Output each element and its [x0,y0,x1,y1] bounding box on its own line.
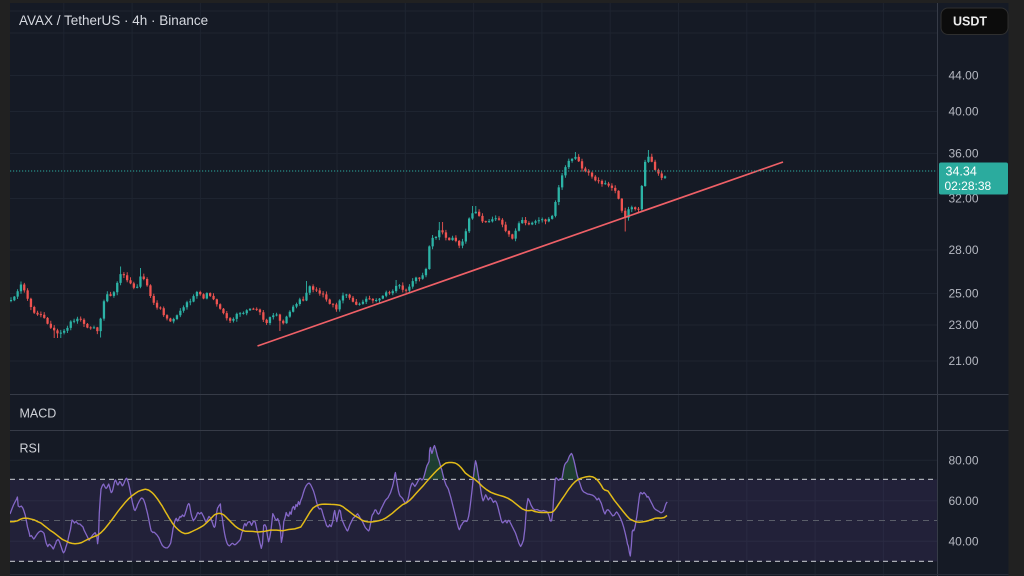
svg-text:36.00: 36.00 [949,147,979,161]
svg-text:USDT: USDT [953,15,987,29]
svg-text:AVAX / TetherUS · 4h · Binance: AVAX / TetherUS · 4h · Binance [19,13,208,28]
svg-text:44.00: 44.00 [949,69,979,83]
svg-text:40.00: 40.00 [949,105,979,119]
svg-text:23.00: 23.00 [949,318,979,332]
svg-text:02:28:38: 02:28:38 [945,179,992,193]
svg-text:60.00: 60.00 [949,494,979,508]
svg-text:RSI: RSI [20,442,41,456]
svg-text:21.00: 21.00 [949,354,979,368]
svg-text:25.00: 25.00 [949,287,979,301]
svg-text:32.00: 32.00 [949,192,979,206]
svg-text:28.00: 28.00 [949,243,979,257]
svg-text:MACD: MACD [20,407,57,421]
svg-text:34.34: 34.34 [946,165,977,179]
svg-text:80.00: 80.00 [949,454,979,468]
svg-text:40.00: 40.00 [949,534,979,548]
